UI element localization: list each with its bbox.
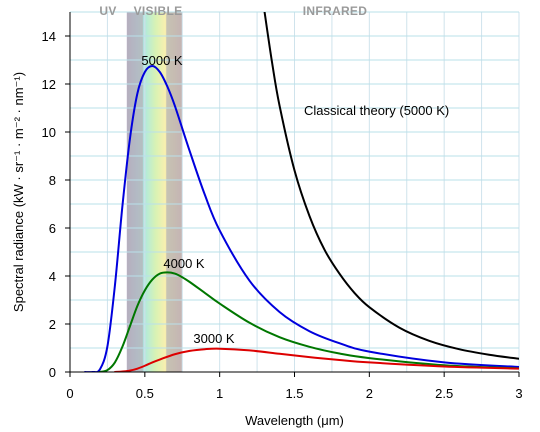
curve-label-5000-k: 5000 K xyxy=(141,53,183,68)
x-tick-label: 1 xyxy=(216,386,223,401)
series-line-5000-k xyxy=(83,65,519,372)
y-axis-title: Spectral radiance (kW · sr⁻¹ · m⁻² · nm⁻… xyxy=(11,72,26,312)
visible-band-left-edge xyxy=(126,12,143,372)
y-tick-label: 8 xyxy=(49,173,56,188)
visible-band-right-edge xyxy=(166,12,183,372)
series-line-4000-k xyxy=(98,271,519,372)
x-tick-label: 1.5 xyxy=(285,386,303,401)
x-tick-label: 2.5 xyxy=(435,386,453,401)
x-tick-label: 0 xyxy=(66,386,73,401)
grid xyxy=(70,11,520,372)
axes: 0 0.5 1 1.5 2 2.5 3 0 2 4 6 8 10 12 14 Wavelength (μm) S… xyxy=(11,12,523,428)
region-label-visible: VISIBLE xyxy=(134,4,183,18)
y-tick-label: 0 xyxy=(49,365,56,380)
y-tick-label: 2 xyxy=(49,317,56,332)
curve-label-4000-k: 4000 K xyxy=(163,256,205,271)
y-tick-label: 12 xyxy=(42,77,56,92)
y-tick-label: 4 xyxy=(49,269,56,284)
spectral-regions xyxy=(126,12,183,372)
region-label-uv: UV xyxy=(99,4,116,18)
y-tick-label: 6 xyxy=(49,221,56,236)
x-tick-label: 0.5 xyxy=(136,386,154,401)
y-tick-label: 10 xyxy=(42,125,56,140)
series-line-classical-theory-5000-k xyxy=(263,12,519,360)
x-axis-title: Wavelength (μm) xyxy=(245,413,344,428)
region-label-infrared: INFRARED xyxy=(303,4,367,18)
curve-label-classical-theory-5000-k: Classical theory (5000 K) xyxy=(304,103,449,118)
series-line-3000-k xyxy=(113,347,519,372)
y-tick-label: 14 xyxy=(42,29,56,44)
x-tick-label: 3 xyxy=(515,386,522,401)
x-tick-label: 2 xyxy=(366,386,373,401)
curve-label-3000-k: 3000 K xyxy=(193,331,235,346)
series-layer xyxy=(83,12,519,372)
labels: UV VISIBLE INFRARED 5000 K 4000 K 3000 K Class… xyxy=(99,4,449,346)
